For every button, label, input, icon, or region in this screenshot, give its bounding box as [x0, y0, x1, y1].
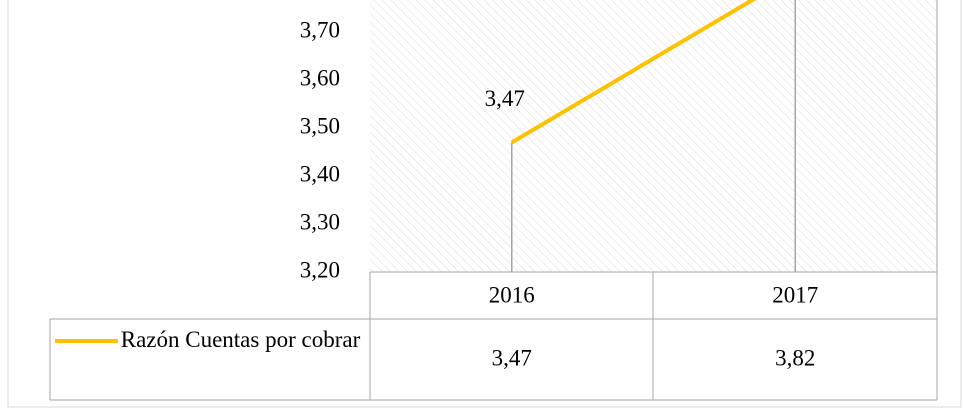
x-tick-label: 2017 — [772, 282, 818, 307]
data-table — [49, 0, 938, 401]
table-value: 3,47 — [492, 345, 532, 370]
frame — [7, 0, 962, 408]
plot-clip: 3,47 — [485, 0, 796, 272]
data-label: 3,47 — [485, 86, 525, 111]
y-tick-label: 3,70 — [300, 17, 340, 42]
y-tick-label: 3,40 — [300, 161, 340, 186]
y-tick-label: 3,60 — [300, 65, 340, 90]
series-line — [510, 0, 757, 145]
table-value: 3,82 — [775, 345, 815, 370]
y-tick-label: 3,30 — [300, 209, 340, 234]
x-tick-label: 2016 — [489, 282, 535, 307]
legend-label: Razón Cuentas por cobrar — [120, 327, 361, 352]
plot-area — [370, 0, 937, 272]
y-tick-label: 3,20 — [300, 257, 340, 282]
y-tick-label: 3,50 — [300, 113, 340, 138]
